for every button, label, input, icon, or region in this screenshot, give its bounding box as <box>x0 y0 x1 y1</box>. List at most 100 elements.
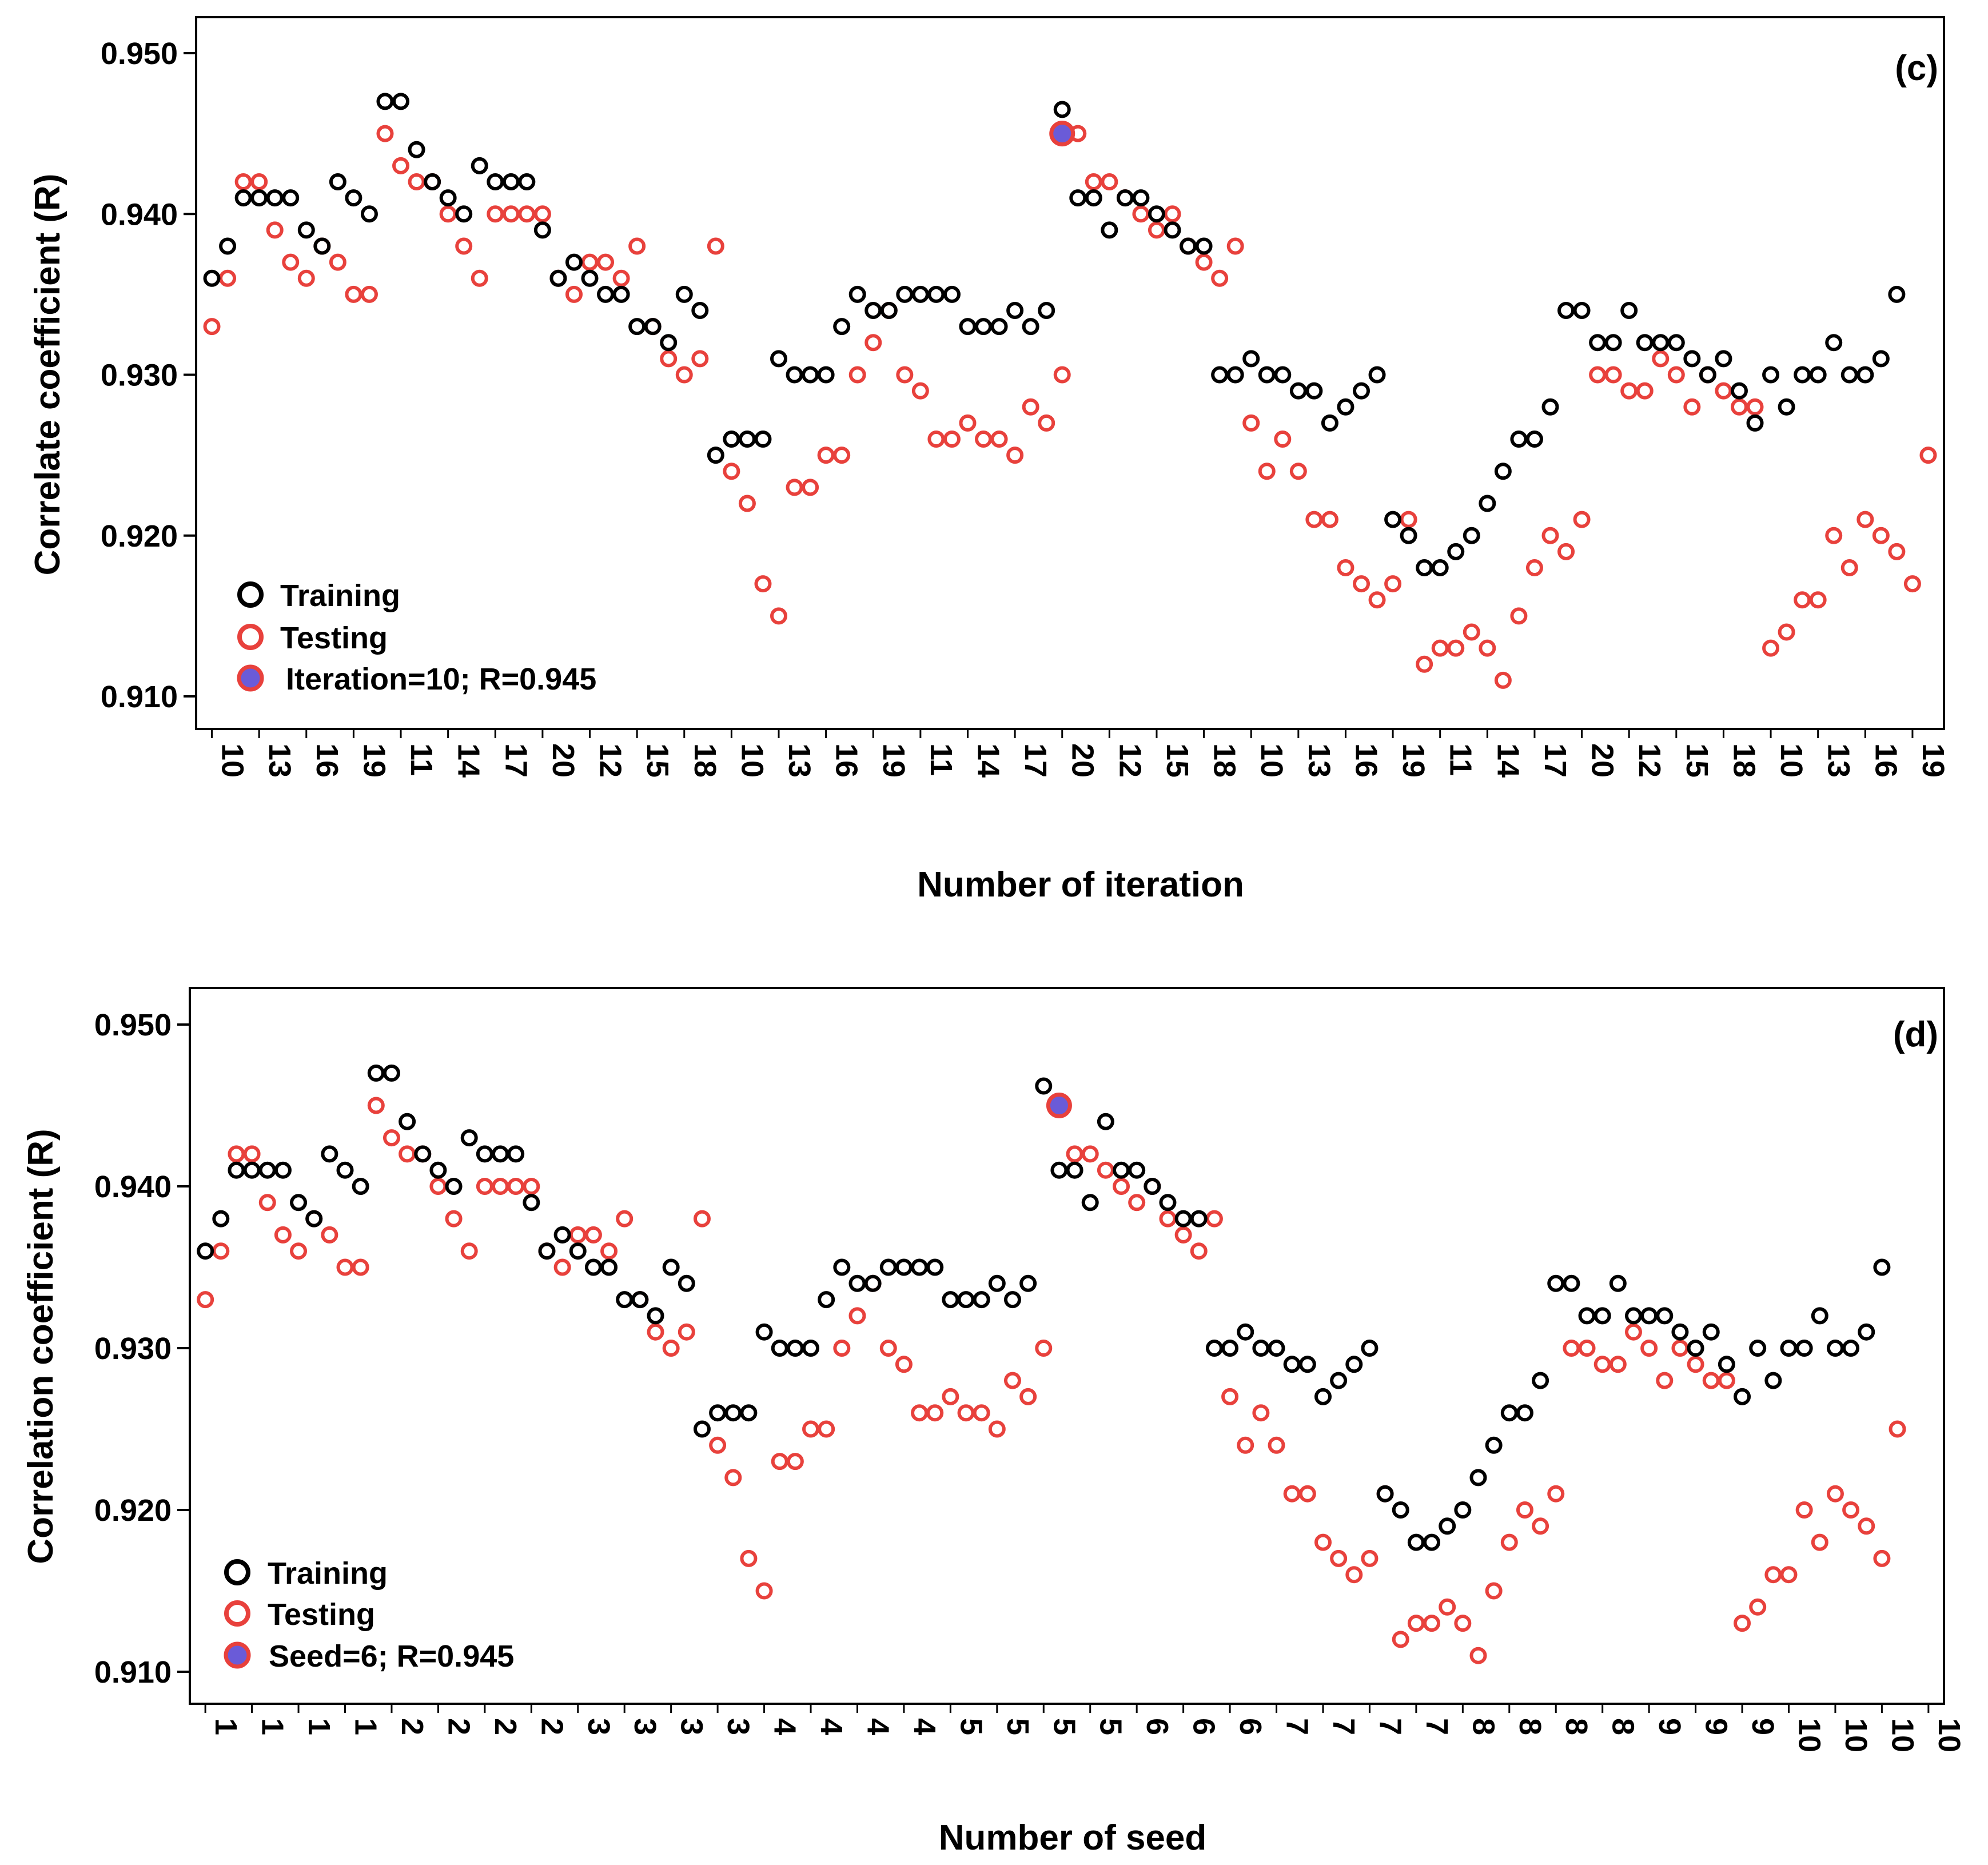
testing-point <box>1384 575 1402 593</box>
testing-series <box>197 1097 1906 1664</box>
training-point <box>476 1145 493 1163</box>
testing-point <box>345 285 362 303</box>
legend-best-marker <box>224 1641 251 1669</box>
training-point <box>1314 1388 1332 1405</box>
training-point <box>1811 1307 1828 1325</box>
training-point <box>1439 1517 1456 1535</box>
training-point <box>959 318 977 336</box>
testing-point <box>1221 1388 1239 1405</box>
x-axis-ticks: 10 13 16 19 11 14 17 20 12 15 18 10 13 16 19 11 14 17 20 12… <box>211 729 1950 778</box>
training-point <box>1353 382 1370 400</box>
training-point <box>1431 559 1449 576</box>
training-point <box>975 318 993 336</box>
legend-testing-marker <box>224 1600 250 1627</box>
training-point <box>1609 1274 1627 1292</box>
testing-point <box>942 1388 959 1405</box>
testing-point <box>1749 1598 1767 1616</box>
testing-point <box>1314 1533 1332 1551</box>
legend-best-marker <box>237 664 264 692</box>
training-point <box>305 1210 323 1228</box>
training-point <box>1795 1340 1813 1357</box>
training-point <box>770 350 787 368</box>
testing-point <box>662 1340 680 1357</box>
training-point <box>1132 189 1150 207</box>
training-point <box>675 285 693 303</box>
testing-point <box>1578 1340 1596 1357</box>
x-tick-label: 1 <box>209 1718 243 1735</box>
testing-point <box>675 366 693 384</box>
training-point <box>329 173 346 190</box>
training-point <box>1516 1404 1533 1422</box>
testing-point <box>1361 1549 1379 1567</box>
testing-point <box>360 285 378 303</box>
training-point <box>942 1291 959 1309</box>
training-point <box>424 173 441 190</box>
training-point <box>957 1291 975 1309</box>
testing-point <box>203 318 221 336</box>
testing-point <box>709 1436 727 1454</box>
testing-point <box>367 1097 385 1114</box>
training-point <box>1578 1307 1596 1325</box>
x-tick-label: 10 <box>216 743 250 778</box>
x-tick-label: 14 <box>1491 743 1525 778</box>
training-point <box>1687 1340 1704 1357</box>
training-point <box>471 157 488 174</box>
testing-point <box>1624 1323 1642 1341</box>
training-point <box>848 285 866 303</box>
training-point <box>1283 1356 1301 1373</box>
x-tick-label: 15 <box>1680 743 1714 778</box>
training-point <box>1174 1210 1192 1228</box>
x-tick-label: 8 <box>1606 1718 1640 1735</box>
training-point <box>1416 559 1433 576</box>
testing-point <box>1840 559 1858 576</box>
testing-point <box>1190 1242 1208 1260</box>
testing-point <box>691 350 709 368</box>
x-tick-label: 1 <box>349 1718 383 1735</box>
training-point <box>911 285 929 303</box>
testing-point <box>1097 1161 1114 1179</box>
training-point <box>414 1145 432 1163</box>
testing-point <box>988 1420 1006 1438</box>
training-point <box>1392 1501 1409 1519</box>
y-axis-title: Correlate coefficient (R) <box>28 174 67 576</box>
x-tick-label: 19 <box>1396 743 1431 778</box>
training-point <box>1762 366 1780 384</box>
testing-point <box>1778 623 1795 641</box>
training-point <box>219 237 237 255</box>
training-point <box>429 1161 447 1179</box>
x-tick-label: 11 <box>924 743 958 776</box>
training-point <box>1050 1161 1068 1179</box>
training-point <box>1006 302 1024 319</box>
testing-point <box>802 479 819 496</box>
training-point <box>258 1161 276 1179</box>
training-point <box>523 1194 540 1212</box>
training-point <box>1826 1340 1844 1357</box>
x-tick-label: 12 <box>593 743 628 778</box>
x-tick-label: 10 <box>1932 1718 1966 1752</box>
testing-point <box>228 1145 245 1163</box>
plot-frame <box>195 16 1945 730</box>
testing-point <box>1652 350 1670 368</box>
training-point <box>1589 334 1607 352</box>
testing-point <box>911 1404 929 1422</box>
training-point <box>1345 1356 1363 1373</box>
x-tick-label: 5 <box>1001 1718 1035 1735</box>
training-point <box>612 285 630 303</box>
x-tick-label: 19 <box>1916 743 1950 778</box>
training-point <box>297 221 315 239</box>
training-point <box>1205 1340 1223 1357</box>
x-tick-label: 2 <box>395 1718 429 1735</box>
testing-point <box>693 1210 711 1228</box>
testing-point <box>1604 366 1622 384</box>
testing-point <box>802 1420 820 1438</box>
testing-point <box>565 285 583 303</box>
training-point <box>455 205 473 223</box>
training-point <box>895 1258 913 1276</box>
testing-point <box>408 173 425 190</box>
training-point <box>786 1340 804 1357</box>
training-point <box>1620 302 1638 319</box>
training-point <box>1557 302 1575 319</box>
x-tick-label: 20 <box>1066 743 1100 778</box>
x-tick-label: 10 <box>735 743 769 778</box>
legend: Training Testing Seed=6; R=0.945 <box>224 1556 514 1673</box>
